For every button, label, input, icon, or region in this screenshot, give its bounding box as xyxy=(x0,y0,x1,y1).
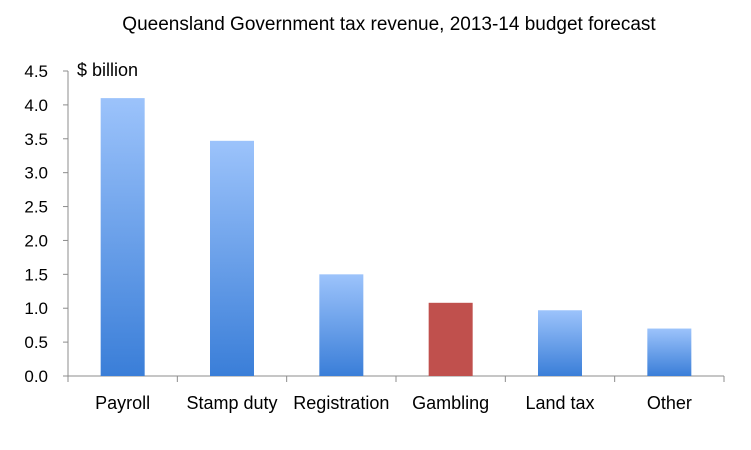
category-label: Payroll xyxy=(95,393,150,413)
y-axis-ticks: 0.0 0.5 1.0 1.5 2.0 2.5 3.0 3.5 4.0 4.5 xyxy=(24,62,68,386)
bar-stamp-duty xyxy=(210,140,254,376)
y-tick-label: 2.0 xyxy=(24,231,48,250)
y-tick-label: 3.0 xyxy=(24,164,48,183)
category-labels: Payroll Stamp duty Registration Gambling Lan… xyxy=(95,393,692,413)
y-tick-label: 0.0 xyxy=(24,367,48,386)
y-tick-label: 3.5 xyxy=(24,130,48,149)
category-label: Other xyxy=(647,393,692,413)
y-axis-unit-label: $ billion xyxy=(77,60,138,80)
category-label: Stamp duty xyxy=(186,393,277,413)
y-tick-label: 4.5 xyxy=(24,62,48,81)
bar-other xyxy=(647,328,692,376)
y-tick-label: 0.5 xyxy=(24,333,48,352)
chart-title: Queensland Government tax revenue, 2013-… xyxy=(122,14,656,35)
bar-series xyxy=(100,98,692,376)
bar-registration xyxy=(319,274,364,376)
bar-gambling xyxy=(428,302,473,376)
bar-payroll xyxy=(100,98,145,376)
y-tick-label: 1.0 xyxy=(24,299,48,318)
category-label: Registration xyxy=(293,393,389,413)
category-label: Gambling xyxy=(412,393,489,413)
y-tick-label: 2.5 xyxy=(24,198,48,217)
category-label: Land tax xyxy=(525,393,594,413)
bar-land-tax xyxy=(538,310,582,376)
y-tick-label: 4.0 xyxy=(24,96,48,115)
x-axis-ticks xyxy=(67,376,725,382)
y-tick-label: 1.5 xyxy=(24,265,48,284)
